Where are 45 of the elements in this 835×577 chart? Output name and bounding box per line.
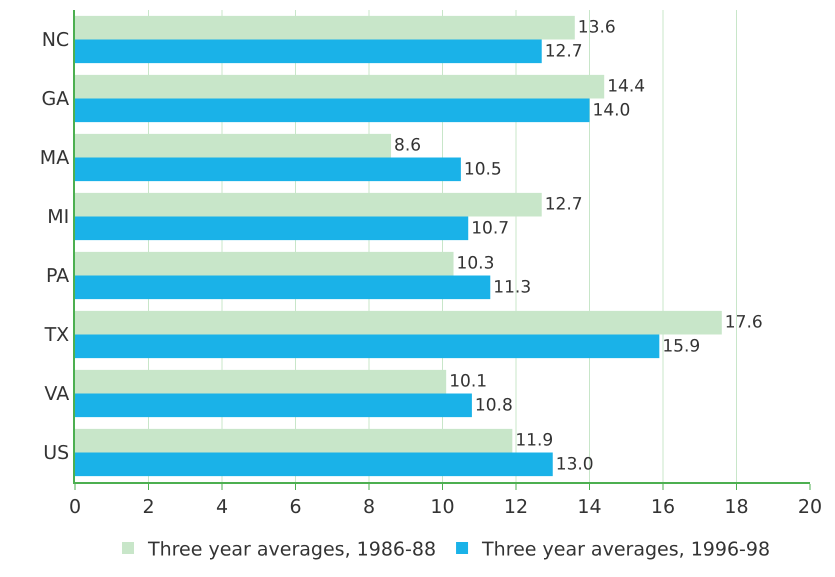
bar <box>75 216 468 240</box>
legend-label: Three year averages, 1996-98 <box>481 538 770 560</box>
x-tick-label: 14 <box>577 496 602 518</box>
legend-label: Three year averages, 1986-88 <box>147 538 436 560</box>
data-label: 14.4 <box>607 76 646 97</box>
x-tick-label: 6 <box>289 496 302 518</box>
y-tick-label: MA <box>40 147 70 170</box>
bar <box>75 334 660 358</box>
bar <box>75 394 472 418</box>
x-tick-label: 12 <box>504 496 528 518</box>
x-tick-label: 4 <box>216 496 228 518</box>
data-label: 10.7 <box>471 218 510 238</box>
data-label: 11.9 <box>515 430 554 451</box>
x-tick-label: 20 <box>798 496 822 518</box>
data-label: 10.8 <box>474 395 513 416</box>
bar <box>75 98 590 122</box>
bar <box>75 40 542 64</box>
y-tick-label: VA <box>44 383 70 406</box>
x-tick-label: 10 <box>430 496 455 518</box>
y-tick-label: NC <box>42 29 70 52</box>
data-label: 10.5 <box>464 159 502 180</box>
data-label: 15.9 <box>662 336 700 356</box>
x-tick-label: 16 <box>650 496 676 518</box>
data-label: 8.6 <box>394 136 422 156</box>
data-label: 17.6 <box>724 312 763 333</box>
x-tick-label: 2 <box>142 496 155 518</box>
y-tick-label: PA <box>46 265 70 288</box>
x-tick-label: 18 <box>724 496 749 518</box>
bar <box>75 158 461 182</box>
bar <box>75 276 490 300</box>
data-label: 14.0 <box>592 100 630 120</box>
data-label: 13.6 <box>578 18 616 38</box>
data-label: 10.1 <box>449 372 488 392</box>
data-label: 11.3 <box>493 277 532 298</box>
data-label: 12.7 <box>544 41 583 62</box>
y-tick-label: MI <box>47 206 70 228</box>
x-tick-label: 0 <box>68 496 82 518</box>
y-tick-label: US <box>43 442 70 464</box>
y-tick-label: GA <box>41 88 70 110</box>
data-label: 12.7 <box>544 194 583 215</box>
bar <box>75 452 553 476</box>
x-tick-label: 8 <box>362 496 376 518</box>
data-label: 13.0 <box>556 454 594 474</box>
data-label: 10.3 <box>456 254 494 274</box>
y-tick-label: TX <box>44 324 70 346</box>
